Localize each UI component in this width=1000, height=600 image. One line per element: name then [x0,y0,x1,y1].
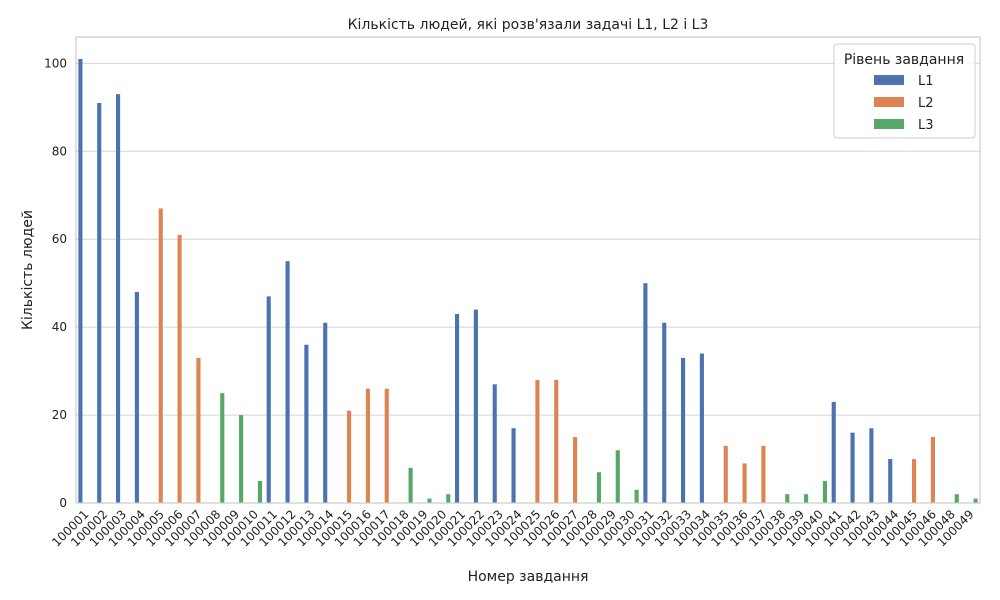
bar-l1-100011 [266,296,271,503]
bar-l1-100013 [304,344,309,503]
bar-l1-100003 [116,94,121,503]
bar-l1-100023 [492,384,497,503]
bar-l2-100046 [930,437,935,503]
bar-l1-100021 [455,313,460,503]
legend-swatch-l3 [874,119,904,129]
bar-l1-100044 [888,459,893,503]
bar-l3-100029 [615,450,620,503]
y-tick-label: 60 [52,232,67,246]
plot-frame [75,36,981,504]
bar-l2-100026 [554,379,559,503]
bar-l2-100035 [723,445,728,503]
bar-l1-100024 [511,428,516,503]
bar-l1-100041 [831,401,836,503]
bar-l1-100043 [869,428,874,503]
bar-l2-100007 [196,357,201,503]
y-tick-label: 0 [59,496,67,510]
bar-l3-100038 [785,494,790,503]
bar-l1-100032 [662,322,667,503]
bar-l2-100025 [535,379,540,503]
bar-l3-100028 [596,472,601,503]
bar-l1-100014 [323,322,328,503]
bar-l1-100031 [643,283,648,503]
legend-box [833,43,976,139]
bar-l3-100018 [408,467,413,503]
legend-swatch-l1 [874,75,904,85]
bar-l2-100027 [573,437,578,503]
bar-l1-100001 [78,58,83,503]
bar-l1-100002 [97,102,102,504]
bar-l1-100022 [473,309,478,503]
bar-l3-100030 [634,489,639,503]
bar-l3-100040 [822,481,827,503]
bar-l3-100039 [804,494,809,503]
bar-l2-100045 [912,459,917,503]
bar-l3-100009 [239,415,244,503]
bar-l2-100005 [158,208,163,504]
bar-l3-100020 [446,494,451,503]
bar-l1-100012 [285,261,290,503]
bar-l3-100019 [427,498,432,503]
bar-l1-100042 [850,432,855,503]
bar-l2-100036 [742,463,747,503]
bar-l3-100008 [220,393,225,503]
legend-label-l2: L2 [918,96,934,111]
bar-l3-100010 [257,481,262,503]
x-tick-labels: 1000011000021000031000041000051000061000… [49,507,976,549]
bars [78,58,978,504]
bar-l1-100004 [134,291,139,503]
legend-swatch-l2 [874,97,904,107]
chart-title: Кількість людей, які розв'язали задачі L… [348,17,709,33]
bar-l2-100017 [384,388,389,503]
bar-l2-100016 [365,388,370,503]
y-axis-label: Кількість людей [20,210,36,330]
x-axis-label: Номер завдання [468,569,589,585]
bar-l3-100049 [973,498,978,503]
legend-title: Рівень завдання [844,52,964,68]
y-tick-label: 40 [52,320,67,334]
bar-l2-100037 [761,445,766,503]
bar-l1-100033 [681,357,686,503]
legend-label-l3: L3 [918,118,934,133]
bar-l2-100006 [177,234,182,503]
bar-l3-100048 [954,494,959,503]
legend: Рівень завдання L1 L2 L3 [833,43,976,139]
bar-l1-100034 [699,353,704,503]
bar-l2-100015 [347,410,352,503]
y-tick-label: 100 [44,56,67,70]
y-tick-label: 80 [52,144,67,158]
y-tick-label: 20 [52,408,67,422]
y-tick-labels: 0 20 40 60 80 100 [44,56,67,510]
legend-label-l1: L1 [918,74,934,89]
